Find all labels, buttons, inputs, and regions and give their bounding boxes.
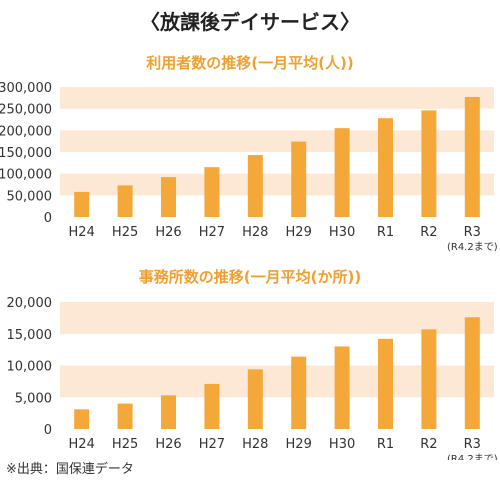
source-note: ※出典：国保連データ bbox=[6, 462, 134, 477]
period-note: (R4.2まで) bbox=[447, 453, 498, 460]
bar bbox=[204, 167, 220, 217]
x-tick-label: H30 bbox=[329, 225, 355, 240]
grid-band bbox=[60, 87, 494, 109]
bar bbox=[421, 110, 437, 217]
bar bbox=[291, 141, 307, 217]
y-tick-label: 50,000 bbox=[7, 189, 53, 204]
x-tick-label: R2 bbox=[420, 225, 437, 240]
x-tick-label: H29 bbox=[286, 225, 312, 240]
x-tick-label: H24 bbox=[69, 437, 95, 452]
bar bbox=[378, 338, 393, 429]
y-tick-label: 150,000 bbox=[0, 146, 52, 161]
bar bbox=[378, 118, 393, 217]
page-title: 〈放課後デイサービス〉 bbox=[140, 10, 360, 34]
x-tick-label: H26 bbox=[155, 225, 181, 240]
x-tick-label: H25 bbox=[112, 225, 138, 240]
bar bbox=[74, 409, 90, 429]
x-tick-label: H25 bbox=[112, 437, 138, 452]
bar bbox=[74, 191, 90, 217]
y-tick-label: 0 bbox=[44, 211, 52, 226]
x-tick-label: R3 bbox=[464, 437, 481, 452]
y-tick-label: 200,000 bbox=[0, 124, 52, 139]
y-tick-label: 250,000 bbox=[0, 103, 52, 118]
y-tick-label: 20,000 bbox=[7, 296, 53, 311]
grid-band bbox=[60, 302, 494, 334]
bar bbox=[161, 177, 176, 217]
users-chart-title: 利用者数の推移(一月平均(人)) bbox=[146, 54, 354, 72]
bar bbox=[464, 96, 480, 217]
x-tick-label: H24 bbox=[69, 225, 95, 240]
x-tick-label: H28 bbox=[242, 437, 268, 452]
x-tick-label: H29 bbox=[286, 437, 312, 452]
bar bbox=[161, 395, 176, 429]
bar bbox=[204, 383, 220, 429]
x-tick-label: R3 bbox=[464, 225, 481, 240]
bar bbox=[117, 185, 133, 217]
bar bbox=[247, 155, 263, 217]
bar bbox=[117, 403, 133, 429]
users-bar-chart: 0 50,000 100,000 150,000 200,000 250,000 300,0… bbox=[0, 81, 498, 253]
period-note: (R4.2まで) bbox=[447, 241, 498, 253]
bar bbox=[464, 317, 480, 429]
offices-bar-chart: 0 5,000 10,000 15,000 20,000 H24 H25 H26 H27 H28 H… bbox=[7, 296, 498, 460]
bar bbox=[334, 346, 350, 429]
x-tick-label: R1 bbox=[377, 437, 394, 452]
x-tick-label: R2 bbox=[420, 437, 437, 452]
x-tick-label: H30 bbox=[329, 437, 355, 452]
y-tick-label: 300,000 bbox=[0, 81, 52, 96]
y-tick-label: 15,000 bbox=[7, 328, 53, 343]
x-tick-label: H27 bbox=[199, 437, 225, 452]
y-tick-label: 100,000 bbox=[0, 168, 52, 183]
x-tick-label: H28 bbox=[242, 225, 268, 240]
x-tick-label: H26 bbox=[155, 437, 181, 452]
y-tick-label: 5,000 bbox=[15, 391, 52, 406]
offices-chart-title: 事務所数の推移(一月平均(か所)) bbox=[138, 268, 362, 286]
x-tick-label: H27 bbox=[199, 225, 225, 240]
x-tick-label: R1 bbox=[377, 225, 394, 240]
bar bbox=[291, 356, 307, 429]
bar bbox=[247, 369, 263, 429]
y-tick-label: 0 bbox=[44, 423, 52, 438]
bar bbox=[421, 329, 437, 429]
y-tick-label: 10,000 bbox=[7, 360, 53, 375]
bar bbox=[334, 128, 350, 217]
